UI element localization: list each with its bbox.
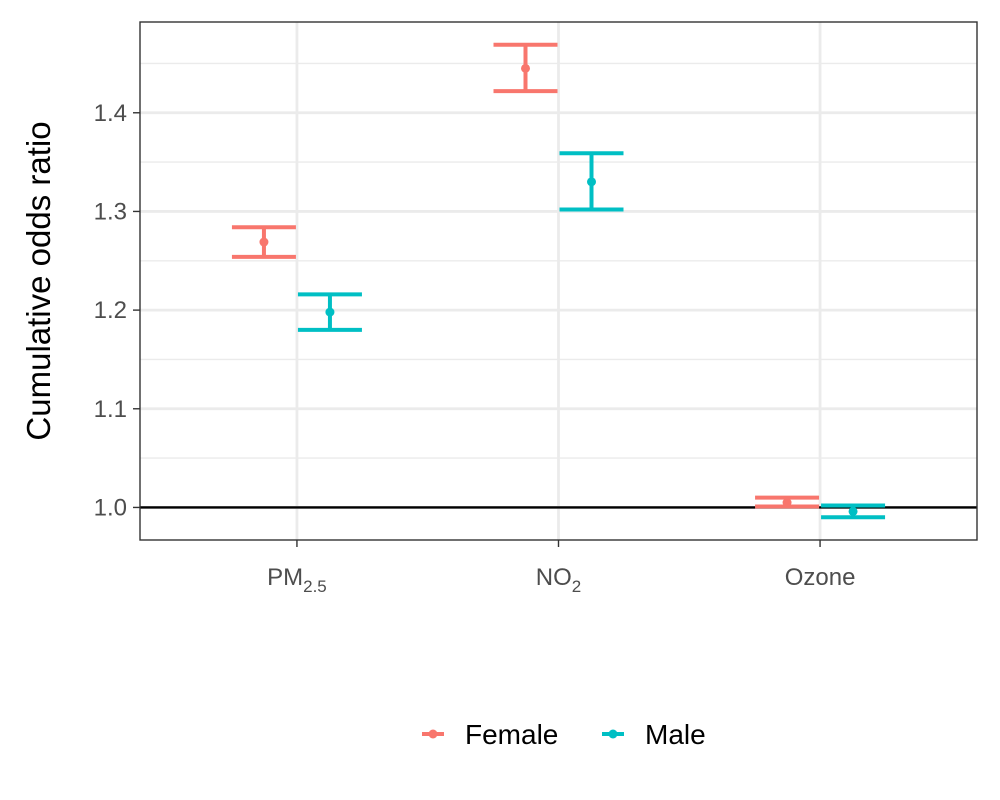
point-estimate xyxy=(521,63,530,73)
legend-item-female: Female xyxy=(422,719,558,750)
errorbar-female xyxy=(493,42,558,94)
x-tick-label: NO2 xyxy=(536,564,581,596)
x-tick-label: PM2.5 xyxy=(267,564,327,596)
plot-panel xyxy=(139,21,978,541)
legend-label: Female xyxy=(465,719,558,750)
error-bars xyxy=(231,42,886,520)
x-tick-label: Ozone xyxy=(785,564,856,591)
errorbar-male xyxy=(297,292,362,332)
x-axis: PM2.5 NO2 Ozone xyxy=(267,540,855,596)
point-estimate xyxy=(782,498,792,508)
point-estimate xyxy=(848,506,858,516)
point-estimate xyxy=(587,177,596,187)
legend-key-point xyxy=(608,729,618,739)
legend-item-male: Male xyxy=(602,719,706,750)
legend-label: Male xyxy=(645,719,706,750)
y-tick-label: 1.2 xyxy=(94,297,127,324)
point-estimate xyxy=(259,237,269,247)
errorbar-female xyxy=(755,495,820,509)
legend-key-point xyxy=(428,729,438,739)
y-axis: 1.0 1.1 1.2 1.3 1.4 xyxy=(94,100,140,521)
legend: Female Male xyxy=(422,719,706,750)
errorbar-female xyxy=(231,225,296,259)
errorbar-male xyxy=(821,503,886,520)
y-tick-label: 1.0 xyxy=(94,494,127,521)
point-estimate xyxy=(325,307,335,317)
y-tick-label: 1.4 xyxy=(94,100,127,127)
errorbar-male xyxy=(559,151,624,212)
y-axis-title: Cumulative odds ratio xyxy=(20,121,57,440)
y-tick-label: 1.3 xyxy=(94,198,127,225)
y-tick-label: 1.1 xyxy=(94,396,127,423)
